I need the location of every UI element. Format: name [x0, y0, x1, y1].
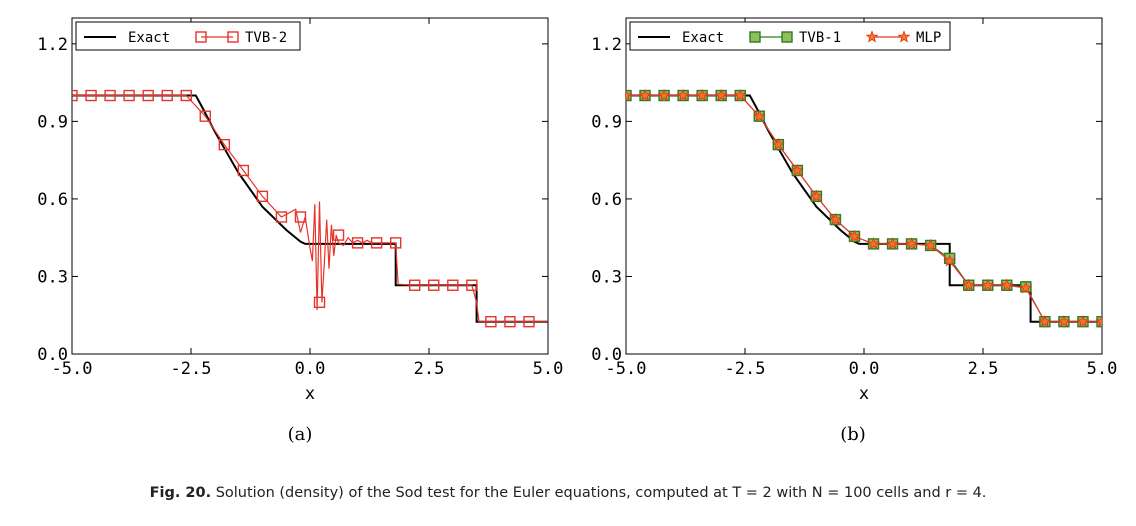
panel-a: -5.0 -2.5 0.0 2.5 5.0 0.0 0.3 0.6 0.9 1.2 x (a) Exac… — [37, 17, 564, 445]
marker-tvb-2 — [370, 237, 383, 249]
x-tick-label: 5.0 — [1087, 359, 1118, 379]
x-axis-label: x — [859, 384, 869, 404]
x-tick-label: -2.5 — [725, 359, 766, 379]
marker-mlp — [867, 237, 880, 250]
x-tick-label: 2.5 — [968, 359, 999, 379]
marker-mlp — [1095, 314, 1102, 328]
legend-marker-tvb-2 — [195, 31, 207, 43]
marker-tvb-2 — [237, 164, 250, 177]
y-tick-label: 0.6 — [37, 190, 68, 210]
y-tick-label: 0.0 — [591, 345, 622, 365]
marker-mlp — [657, 88, 671, 101]
y-tick-label: 0.0 — [37, 345, 68, 365]
legend-marker-tvb-1 — [749, 31, 761, 43]
marker-mlp — [626, 88, 633, 101]
marker-tvb-2 — [180, 89, 192, 102]
marker-tvb-2 — [389, 237, 402, 249]
legend-marker-mlp — [897, 30, 911, 43]
series-line-tvb-2 — [72, 94, 548, 323]
marker-tvb-2 — [218, 138, 231, 151]
legend-label-tvb-2: TVB-2 — [245, 30, 287, 46]
marker-mlp — [886, 237, 899, 250]
y-tick-label: 0.3 — [37, 267, 68, 287]
legend-label-tvb-1: TVB-1 — [799, 30, 841, 46]
panel-label: (a) — [288, 424, 313, 445]
marker-mlp — [943, 254, 957, 267]
marker-mlp — [810, 189, 823, 202]
x-tick-label: -5.0 — [606, 359, 647, 379]
marker-mlp — [1076, 314, 1090, 328]
panel-b: -5.0 -2.5 0.0 2.5 5.0 0.0 0.3 0.6 0.9 1.2 x (b) Exac… — [591, 17, 1118, 445]
marker-tvb-2 — [428, 279, 440, 291]
y-tick-label: 0.3 — [591, 267, 622, 287]
marker-mlp — [638, 88, 652, 101]
legend-label-exact: Exact — [128, 30, 170, 46]
y-tick-label: 1.2 — [591, 35, 622, 55]
legend: Exact TVB-1 MLP — [629, 21, 951, 51]
marker-mlp — [790, 163, 804, 176]
x-axis-label: x — [305, 384, 315, 404]
marker-mlp — [1057, 314, 1071, 328]
legend-marker-tvb-1 — [781, 31, 793, 43]
marker-mlp — [924, 238, 938, 251]
x-tick-label: -2.5 — [171, 359, 212, 379]
x-tick-label: 0.0 — [849, 359, 880, 379]
legend: Exact TVB-2 — [75, 21, 301, 51]
marker-mlp — [1038, 314, 1052, 328]
y-tick-label: 0.9 — [591, 112, 622, 132]
marker-tvb-2 — [485, 315, 497, 328]
legend-label-mlp: MLP — [916, 30, 941, 46]
legend-marker-mlp — [865, 30, 879, 43]
x-tick-label: -5.0 — [52, 359, 93, 379]
marker-tvb-2 — [523, 315, 535, 328]
marker-tvb-2 — [409, 279, 421, 291]
legend-label-exact: Exact — [682, 30, 724, 46]
marker-tvb-2 — [275, 211, 288, 223]
x-tick-label: 2.5 — [414, 359, 445, 379]
marker-tvb-2 — [123, 89, 135, 102]
marker-mlp — [829, 212, 842, 226]
marker-tvb-2 — [161, 89, 173, 102]
marker-mlp — [695, 88, 709, 101]
marker-tvb-2 — [466, 279, 478, 291]
panel-label: (b) — [840, 424, 866, 445]
figure-caption: Fig. 20. Solution (density) of the Sod t… — [0, 485, 1136, 501]
marker-mlp — [714, 88, 728, 101]
caption-label: Fig. 20. — [149, 485, 212, 501]
marker-mlp — [771, 137, 785, 151]
marker-mlp — [676, 88, 690, 101]
x-tick-label: 5.0 — [533, 359, 564, 379]
x-tick-label: 0.0 — [295, 359, 326, 379]
marker-mlp — [905, 237, 918, 250]
marker-mlp — [733, 88, 747, 101]
marker-tvb-2 — [85, 89, 97, 102]
data-group — [626, 88, 1102, 328]
marker-tvb-2 — [104, 89, 116, 102]
marker-tvb-2 — [504, 315, 516, 328]
marker-tvb-2 — [351, 237, 364, 249]
legend-marker-tvb-2 — [227, 31, 239, 43]
legend-box — [75, 21, 301, 51]
y-tick-label: 0.6 — [591, 190, 622, 210]
figure: -5.0 -2.5 0.0 2.5 5.0 0.0 0.3 0.6 0.9 1.2 x (a) Exac… — [37, 17, 1118, 445]
marker-tvb-2 — [199, 110, 211, 122]
marker-tvb-2 — [332, 229, 345, 241]
marker-tvb-2 — [72, 89, 78, 102]
y-tick-label: 0.9 — [37, 112, 68, 132]
marker-tvb-2 — [142, 89, 154, 102]
marker-mlp — [962, 278, 976, 291]
marker-mlp — [848, 229, 861, 242]
marker-tvb-2 — [313, 296, 326, 309]
caption-text: Solution (density) of the Sod test for t… — [215, 485, 987, 501]
data-group — [72, 89, 548, 328]
marker-tvb-2 — [294, 211, 307, 223]
marker-tvb-2 — [256, 190, 269, 203]
marker-mlp — [981, 278, 995, 291]
marker-mlp — [1019, 281, 1033, 294]
marker-mlp — [1000, 278, 1014, 291]
marker-tvb-2 — [447, 279, 459, 291]
y-tick-label: 1.2 — [37, 35, 68, 55]
marker-mlp — [752, 109, 766, 122]
